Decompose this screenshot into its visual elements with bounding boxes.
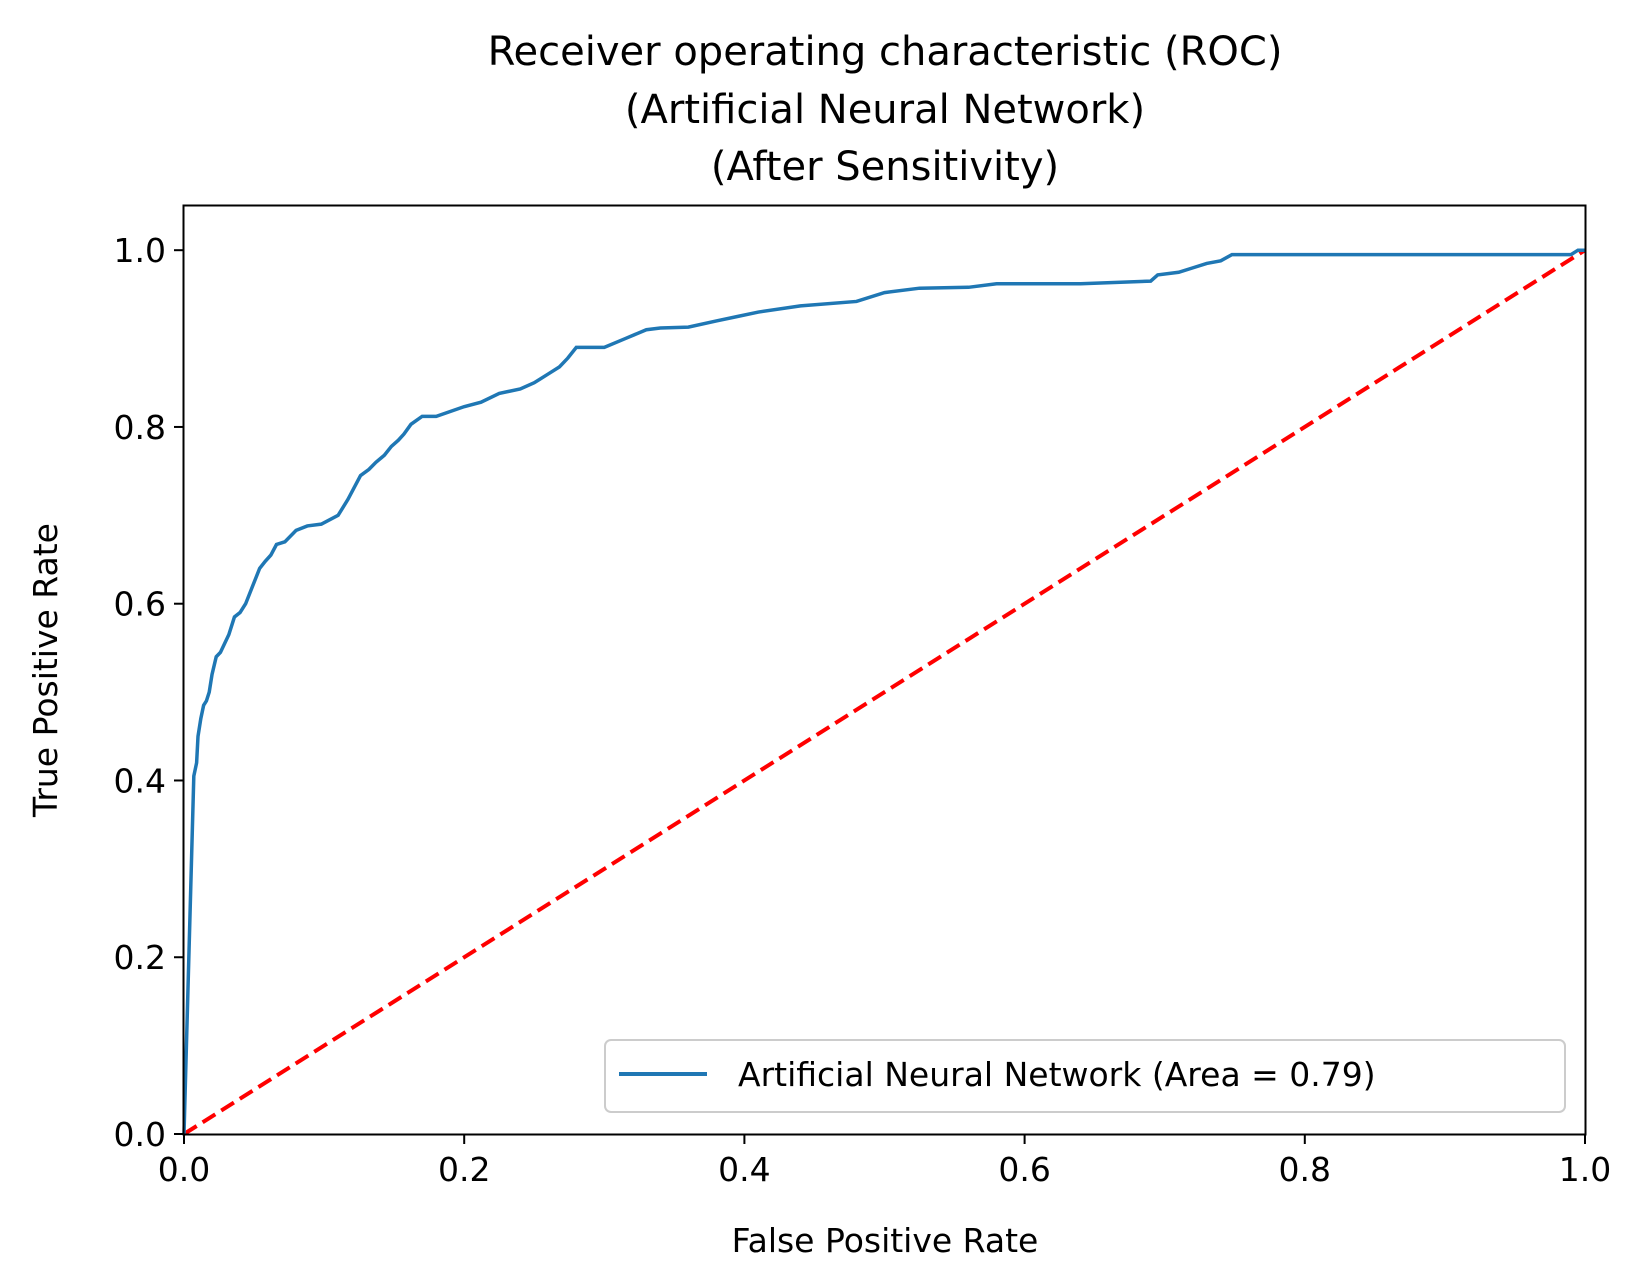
roc-curve-line bbox=[182, 248, 1585, 1135]
legend: Artificial Neural Network (Area = 0.79) bbox=[604, 1039, 1566, 1113]
x-tick-label: 1.0 bbox=[1559, 1150, 1611, 1189]
chance-diagonal-line bbox=[182, 248, 1587, 1136]
plot-area bbox=[182, 248, 1587, 1136]
x-axis-label: False Positive Rate bbox=[732, 1221, 1039, 1260]
x-tick-label: 0.6 bbox=[998, 1150, 1050, 1189]
y-tick-label: 0.2 bbox=[114, 938, 166, 977]
y-tick-label: 0.0 bbox=[114, 1115, 166, 1154]
axes-frame bbox=[182, 204, 1587, 1136]
title-line-3: (After Sensitivity) bbox=[711, 144, 1059, 190]
x-tick-label: 0.4 bbox=[718, 1150, 770, 1189]
x-tick-label: 0.8 bbox=[1279, 1150, 1331, 1189]
legend-label-ann: Artificial Neural Network (Area = 0.79) bbox=[738, 1055, 1376, 1094]
title-line-2: (Artificial Neural Network) bbox=[625, 87, 1145, 133]
x-tick-label: 0.2 bbox=[438, 1150, 490, 1189]
x-tick-label: 0.0 bbox=[158, 1150, 210, 1189]
axis-ticks: 0.0 0.2 0.4 0.6 0.8 1.0 0.0 0.2 0.4 0.6 0.8 1.0 bbox=[114, 231, 1612, 1189]
y-tick-label: 1.0 bbox=[114, 231, 166, 270]
y-tick-label: 0.4 bbox=[114, 761, 166, 800]
chart-title: Receiver operating characteristic (ROC) … bbox=[488, 29, 1283, 190]
legend-box bbox=[604, 1039, 1566, 1113]
title-line-1: Receiver operating characteristic (ROC) bbox=[488, 29, 1283, 75]
y-axis-label: True Positive Rate bbox=[26, 523, 65, 818]
y-tick-label: 0.6 bbox=[114, 585, 166, 624]
y-tick-label: 0.8 bbox=[114, 408, 166, 447]
